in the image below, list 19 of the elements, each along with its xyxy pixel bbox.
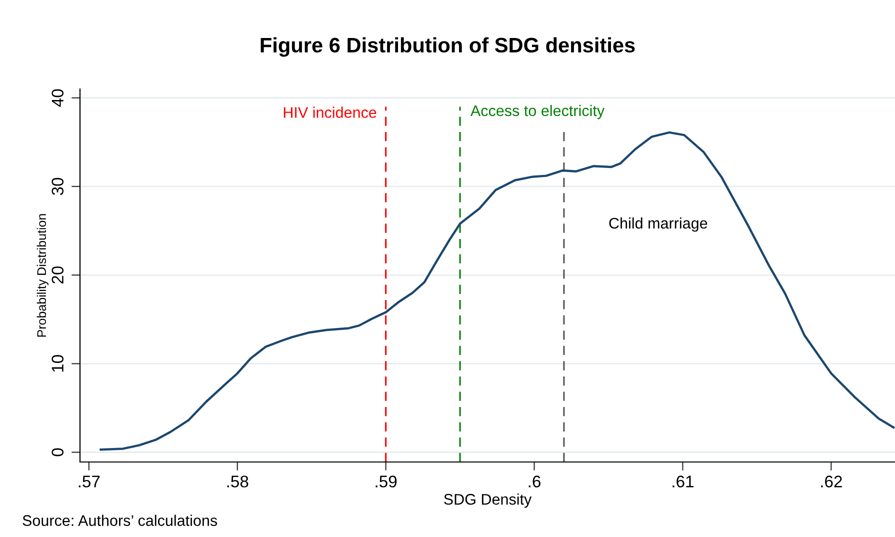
- ref-line-label: Access to electricity: [470, 104, 605, 120]
- ref-line-label: Child marriage: [609, 217, 708, 232]
- x-tick-label: .62: [821, 476, 842, 488]
- y-tick-label: 20: [52, 266, 64, 284]
- y-tick-label: 40: [52, 89, 64, 107]
- x-tick-label: .6: [528, 476, 540, 488]
- x-tick-label: .61: [672, 476, 694, 488]
- x-axis-title: SDG Density: [444, 494, 532, 508]
- y-axis-title: Probability Distribution: [36, 214, 48, 337]
- ref-line-label: HIV incidence: [284, 106, 376, 118]
- x-tick-label: .57: [78, 476, 100, 488]
- y-tick-label: 30: [52, 178, 64, 196]
- x-tick-label: .58: [227, 476, 248, 488]
- x-tick-label: .59: [376, 476, 397, 488]
- source-note: Source: Authors’ calculations: [22, 514, 218, 526]
- y-tick-label: 10: [52, 355, 64, 372]
- chart-title: Figure 6 Distribution of SDG densities: [260, 37, 635, 57]
- line-series: [100, 131, 895, 451]
- y-tick-label: 0: [52, 448, 64, 456]
